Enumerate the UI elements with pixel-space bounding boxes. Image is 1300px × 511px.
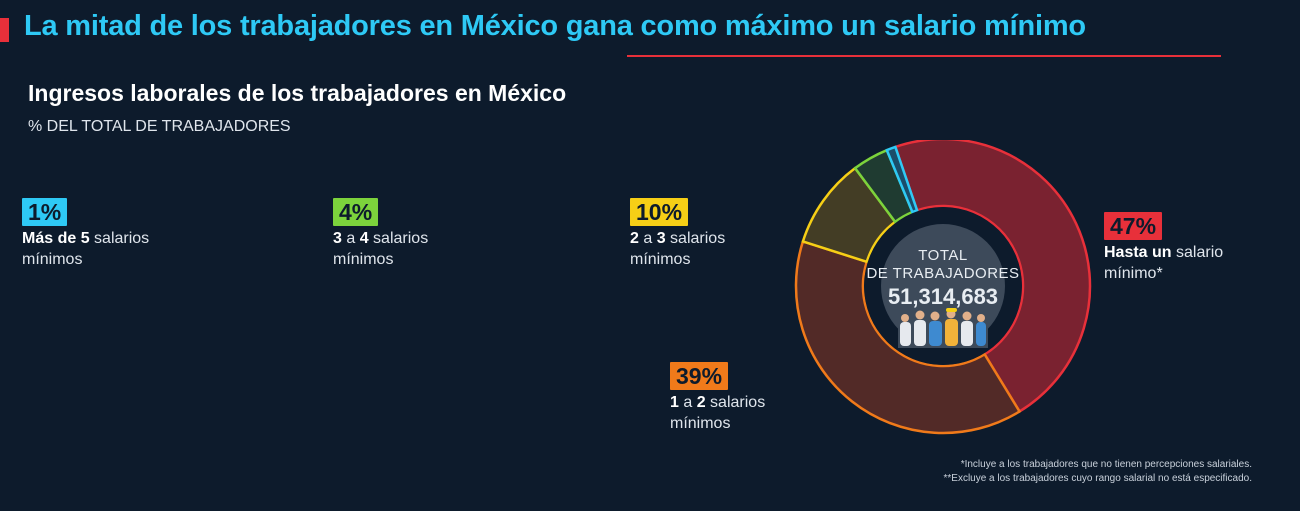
donut-chart: TOTAL DE TRABAJADORES 51,314,683: [794, 140, 1092, 435]
headline-underline: [627, 55, 1221, 57]
page-headline: La mitad de los trabajadores en México g…: [24, 10, 1086, 43]
center-disc: [881, 224, 1005, 348]
footnote-2: **Excluye a los trabajadores cuyo rango …: [943, 473, 1252, 484]
donut-slice-more-than-5: [885, 145, 919, 214]
badge-3-to-4: 4%: [333, 198, 379, 226]
headline-part-2: gana como máximo un salario mínimo: [565, 10, 1086, 42]
badge-up-to-1: 47%: [1104, 212, 1163, 240]
center-label-line1: TOTAL: [918, 247, 967, 264]
chart-subtitle: % DEL TOTAL DE TRABAJADORES: [28, 118, 291, 135]
badge-1-to-2: 39%: [670, 362, 729, 390]
donut-slice-up-to-1: [893, 140, 1092, 414]
category-1-to-2: 39% 1 a 2 salarios mínimos: [670, 362, 765, 434]
donut-slice-1-to-2: [794, 239, 1022, 435]
badge-more-than-5: 1%: [22, 198, 68, 226]
center-label-line2: DE TRABAJADORES: [866, 265, 1019, 282]
footnote-1: *Incluye a los trabajadores que no tiene…: [960, 459, 1252, 470]
label-3-to-4: 3 a 4 salarios mínimos: [333, 230, 429, 268]
center-value: 51,314,683: [888, 284, 998, 309]
headline-part-1: La mitad de los trabajadores en México: [24, 10, 566, 42]
label-1-to-2: 1 a 2 salarios mínimos: [670, 394, 766, 432]
footnotes: *Incluye a los trabajadores que no tiene…: [943, 458, 1252, 486]
donut-slices: [794, 140, 1092, 435]
workers-illustration-icon: [898, 308, 988, 348]
category-2-to-3: 10% 2 a 3 salarios mínimos: [630, 198, 725, 270]
label-up-to-1: Hasta un salario mínimo*: [1104, 244, 1224, 282]
label-2-to-3: 2 a 3 salarios mínimos: [630, 230, 726, 268]
category-up-to-1: 47% Hasta un salario mínimo*: [1104, 212, 1223, 284]
chart-title: Ingresos laborales de los trabajadores e…: [28, 80, 567, 106]
label-more-than-5: Más de 5 salarios mínimos: [22, 230, 150, 268]
badge-2-to-3: 10%: [630, 198, 689, 226]
accent-bar: [0, 18, 9, 42]
category-more-than-5: 1% Más de 5 salarios mínimos: [22, 198, 149, 270]
category-3-to-4: 4% 3 a 4 salarios mínimos: [333, 198, 428, 270]
